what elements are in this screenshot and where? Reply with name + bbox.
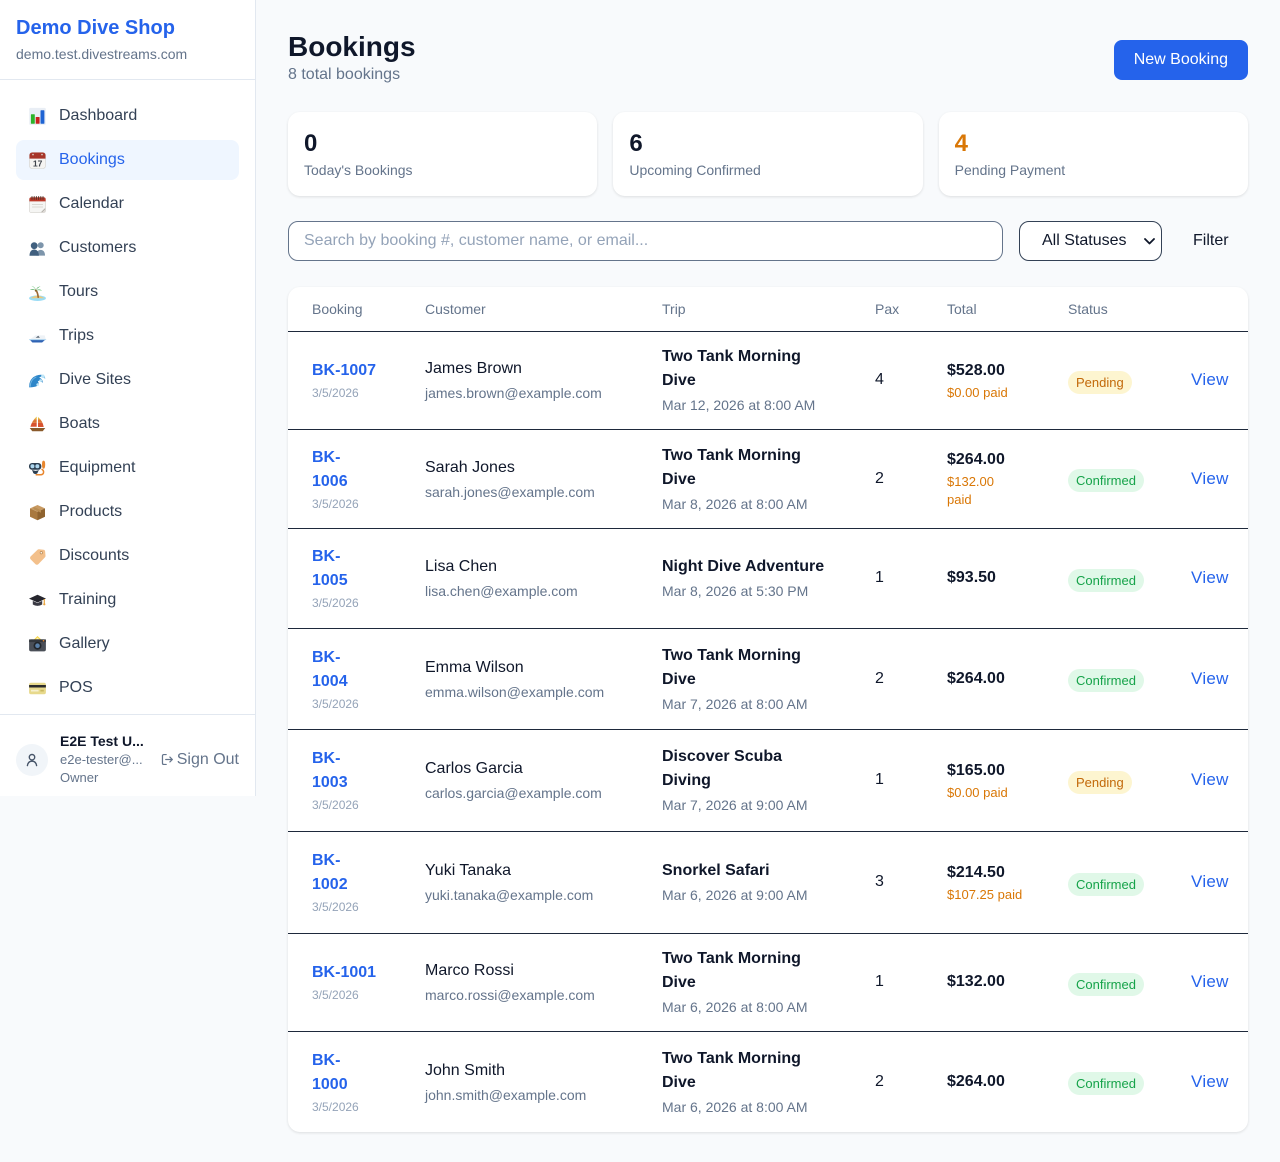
svg-text:17: 17 <box>33 158 43 168</box>
